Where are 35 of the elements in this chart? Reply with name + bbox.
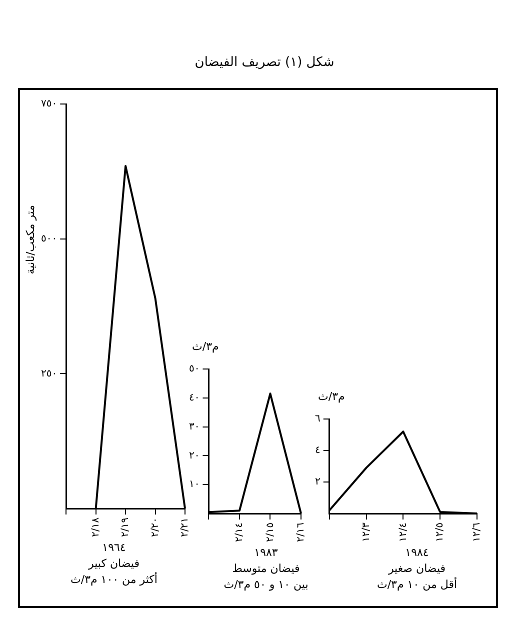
y-tick-label: ٢٥٠ (40, 368, 58, 380)
x-tick-label: ٢/١٨ (90, 516, 102, 537)
x-tick-label: ٢/١٦ (296, 522, 307, 542)
y-tick-label: ٥٠ (188, 364, 200, 375)
x-tick-label: ٢/١٥ (264, 522, 276, 542)
x-axis-title: ١٩٦٤ (101, 540, 127, 556)
text: فيضان كبير (87, 556, 140, 572)
y-tick-label: ٢٠ (188, 450, 200, 462)
x-tick-label: ١٢/٥ (434, 522, 446, 542)
y-axis-title: م٣/ث (192, 340, 219, 353)
text: أكثر من ١٠٠ م٣/ث (70, 572, 158, 588)
y-tick-label: ٤ (314, 445, 320, 456)
text: فيضان متوسط (231, 561, 301, 577)
x-tick-label: ١٢/٤ (398, 522, 409, 542)
x-tick-label: ٢/٢١ (180, 518, 191, 537)
y-tick-label: ٥٠٠ (40, 233, 58, 244)
y-tick-label: ١٠ (188, 479, 200, 490)
x-tick-label: ٢/١٩ (120, 518, 132, 537)
text: بين ١٠ و ٥٠ م٣/ث (222, 577, 310, 593)
text: فيضان صغير (387, 561, 447, 577)
y-tick-label: ٤٠ (188, 392, 200, 404)
text: أقل من ١٠ م٣/ث (376, 577, 458, 593)
x-tick-label: ٢/٢٠ (150, 518, 161, 537)
y-tick-label: ٦ (314, 414, 320, 425)
x-tick-label: ٢/١٤ (234, 522, 246, 542)
y-tick-label: ٢ (314, 476, 320, 488)
x-tick-label: ١٢/٣ (360, 522, 372, 542)
y-tick-label: ٧٥٠ (40, 98, 58, 110)
text: شكل (١) تصريف الفيضان (194, 55, 336, 70)
y-axis-title: متر مكعب/ثانية (24, 205, 38, 274)
x-tick-label: ١٢/٦ (472, 522, 483, 542)
x-axis-title: ١٩٨٣ (253, 545, 279, 561)
y-axis-title: م٣/ث (318, 390, 345, 403)
x-axis-title: ١٩٨٤ (404, 545, 430, 561)
y-tick-label: ٣٠ (188, 421, 200, 432)
